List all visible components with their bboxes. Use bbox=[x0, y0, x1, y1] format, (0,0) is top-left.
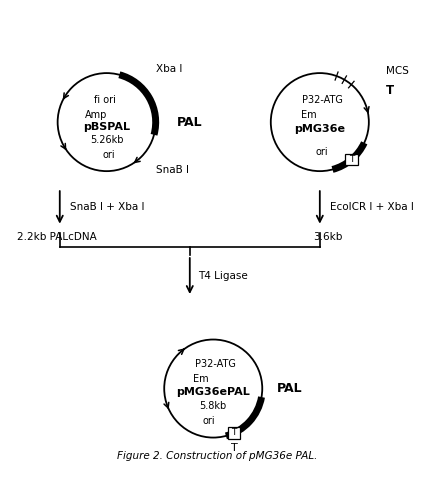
Text: Figure 2. Construction of pMG36e PAL.: Figure 2. Construction of pMG36e PAL. bbox=[117, 451, 317, 461]
Text: P32-ATG: P32-ATG bbox=[301, 95, 342, 105]
Text: P32-ATG: P32-ATG bbox=[194, 359, 235, 369]
Text: pMG36e: pMG36e bbox=[294, 124, 345, 134]
Text: EcolCR I + Xba I: EcolCR I + Xba I bbox=[330, 202, 414, 212]
Text: PAL: PAL bbox=[177, 116, 202, 128]
Text: 3.6kb: 3.6kb bbox=[312, 232, 342, 242]
Text: 2.2kb PALcDNA: 2.2kb PALcDNA bbox=[17, 232, 97, 242]
Text: T4 Ligase: T4 Ligase bbox=[198, 271, 247, 281]
Text: Em: Em bbox=[193, 374, 209, 384]
Bar bbox=[344, 154, 357, 165]
Text: fi ori: fi ori bbox=[93, 95, 115, 105]
Text: Em: Em bbox=[301, 110, 316, 120]
Text: pBSPAL: pBSPAL bbox=[83, 122, 130, 132]
Text: Xba I: Xba I bbox=[155, 64, 182, 74]
Text: SnaB I: SnaB I bbox=[155, 165, 188, 175]
Text: 5.26kb: 5.26kb bbox=[90, 136, 123, 145]
Text: T: T bbox=[348, 155, 353, 164]
Text: MCS: MCS bbox=[385, 66, 408, 76]
Text: 5.8kb: 5.8kb bbox=[199, 400, 227, 410]
Text: pMG36ePAL: pMG36ePAL bbox=[176, 387, 250, 397]
Text: SnaB I + Xba I: SnaB I + Xba I bbox=[70, 202, 145, 212]
Bar bbox=[227, 428, 240, 438]
Text: T: T bbox=[231, 428, 236, 438]
Text: PAL: PAL bbox=[276, 382, 302, 395]
Text: ori: ori bbox=[315, 147, 328, 157]
Text: ori: ori bbox=[102, 150, 115, 160]
Text: Amp: Amp bbox=[85, 110, 107, 120]
Text: T: T bbox=[385, 84, 393, 98]
Text: ori: ori bbox=[202, 416, 215, 426]
Text: T: T bbox=[230, 444, 237, 454]
